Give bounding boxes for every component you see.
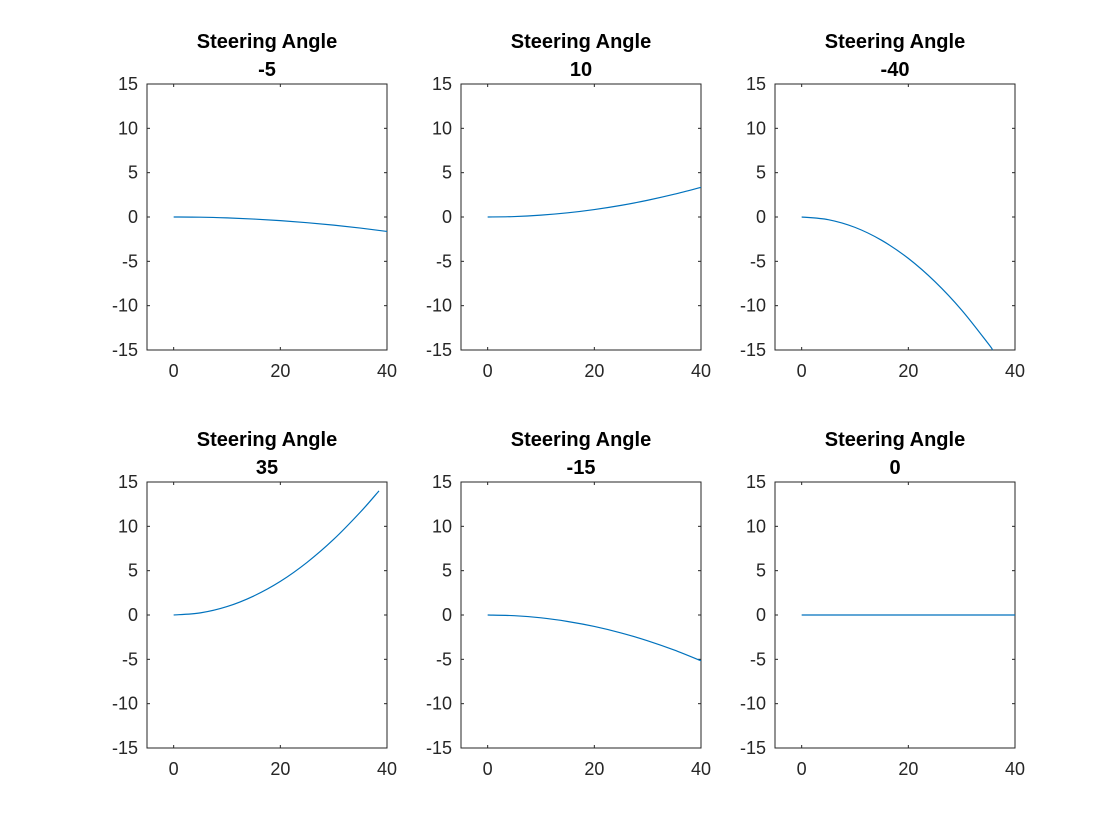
- y-tick-label: -5: [750, 251, 766, 271]
- subplot-5: 0 20 40 15 10 5 0 -5 -10 -15 Steering Angle -15: [426, 429, 711, 779]
- series-line: [487, 614, 702, 662]
- y-tick-label: 15: [746, 74, 766, 94]
- x-tick-label: 0: [483, 759, 493, 779]
- subplot-title-value: -40: [881, 59, 910, 81]
- y-tick-label: 15: [432, 472, 452, 492]
- y-tick-label: 10: [432, 118, 452, 138]
- y-tick-label: 10: [118, 516, 138, 536]
- x-tick-label: 0: [797, 361, 807, 381]
- y-tick-label: -15: [426, 340, 452, 360]
- y-tick-label: -5: [436, 649, 452, 669]
- y-tick-label: 0: [756, 207, 766, 227]
- y-tick-label: -15: [740, 340, 766, 360]
- y-tick-label: 15: [118, 74, 138, 94]
- x-tick-label: 0: [797, 759, 807, 779]
- y-tick-label: 10: [746, 118, 766, 138]
- y-tick-label: 5: [442, 163, 452, 183]
- y-tick-label: 5: [128, 163, 138, 183]
- subplot-title: Steering Angle: [825, 31, 965, 53]
- y-tick-label: -10: [740, 694, 766, 714]
- y-tick-label: 15: [118, 472, 138, 492]
- y-tick-label: 5: [128, 561, 138, 581]
- y-tick-label: 10: [746, 516, 766, 536]
- axes-box: [774, 83, 1016, 351]
- y-tick-label: -10: [112, 694, 138, 714]
- x-tick-label: 40: [1005, 759, 1025, 779]
- subplot-title-value: 35: [256, 457, 278, 479]
- subplot-title: Steering Angle: [511, 31, 651, 53]
- x-tick-label: 40: [691, 759, 711, 779]
- x-tick-label: 40: [377, 759, 397, 779]
- y-tick-label: 15: [746, 472, 766, 492]
- subplot-6: 0 20 40 15 10 5 0 -5 -10 -15 Steering Angle 0: [740, 429, 1025, 779]
- y-tick-label: -15: [426, 738, 452, 758]
- y-tick-label: -15: [112, 340, 138, 360]
- x-tick-label: 20: [898, 361, 918, 381]
- x-tick-label: 20: [584, 759, 604, 779]
- subplot-title-value: -5: [258, 59, 276, 81]
- subplot-title-value: 0: [889, 457, 900, 479]
- subplot-title: Steering Angle: [511, 429, 651, 451]
- y-tick-label: 10: [432, 516, 452, 536]
- series-line: [487, 186, 702, 218]
- x-tick-label: 0: [169, 759, 179, 779]
- subplot-title-value: 10: [570, 59, 592, 81]
- x-tick-label: 20: [270, 361, 290, 381]
- x-tick-label: 40: [1005, 361, 1025, 381]
- y-tick-label: 0: [128, 207, 138, 227]
- y-tick-label: 5: [756, 163, 766, 183]
- y-tick-label: -10: [112, 296, 138, 316]
- subplot-1: 0 20 40 15 10 5 0 -5 -10 -15 Steering Angle -5: [112, 31, 397, 381]
- y-tick-label: -10: [426, 296, 452, 316]
- y-tick-label: 0: [756, 605, 766, 625]
- series-line: [173, 490, 380, 616]
- y-tick-label: -5: [122, 649, 138, 669]
- y-tick-label: 0: [128, 605, 138, 625]
- y-tick-label: 0: [442, 605, 452, 625]
- y-tick-label: -5: [436, 251, 452, 271]
- x-tick-label: 40: [377, 361, 397, 381]
- y-tick-label: -10: [740, 296, 766, 316]
- y-tick-label: 0: [442, 207, 452, 227]
- subplot-4: 0 20 40 15 10 5 0 -5 -10 -15 Steering Angle 35: [112, 429, 397, 779]
- subplot-title: Steering Angle: [197, 429, 337, 451]
- x-tick-label: 40: [691, 361, 711, 381]
- x-tick-label: 20: [584, 361, 604, 381]
- y-tick-label: 15: [432, 74, 452, 94]
- subplot-title: Steering Angle: [825, 429, 965, 451]
- y-tick-label: 5: [442, 561, 452, 581]
- subplot-title: Steering Angle: [197, 31, 337, 53]
- y-tick-label: -15: [740, 738, 766, 758]
- y-tick-label: -5: [122, 251, 138, 271]
- y-tick-label: 10: [118, 118, 138, 138]
- subplot-title-value: -15: [567, 457, 596, 479]
- y-tick-label: 5: [756, 561, 766, 581]
- x-tick-label: 20: [270, 759, 290, 779]
- y-tick-label: -10: [426, 694, 452, 714]
- x-tick-label: 20: [898, 759, 918, 779]
- x-tick-label: 0: [169, 361, 179, 381]
- series-line: [801, 216, 994, 351]
- x-tick-label: 0: [483, 361, 493, 381]
- y-tick-label: -5: [750, 649, 766, 669]
- series-line: [173, 216, 388, 233]
- y-tick-label: -15: [112, 738, 138, 758]
- subplot-3: 0 20 40 15 10 5 0 -5 -10 -15 Steering Angle -40: [740, 31, 1025, 381]
- subplot-2: 0 20 40 15 10 5 0 -5 -10 -15 Steering Angle 10: [426, 31, 711, 381]
